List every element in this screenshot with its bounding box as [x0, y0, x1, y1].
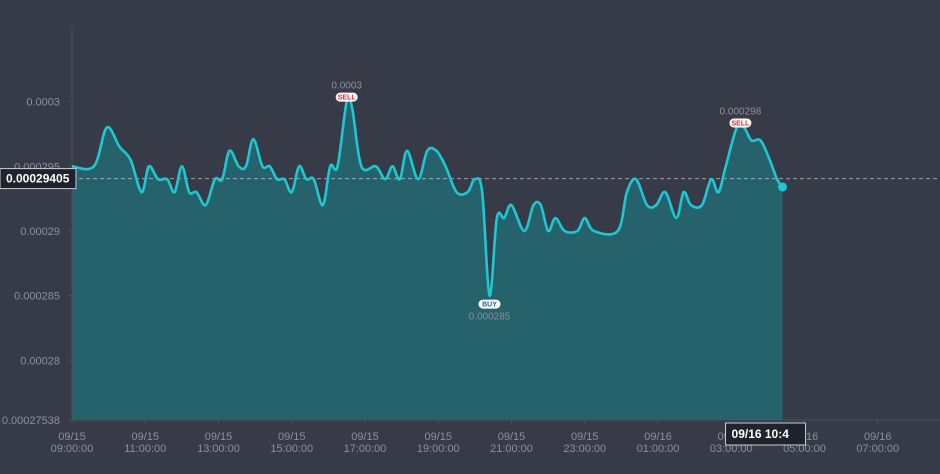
badge-label: SELL	[731, 121, 750, 128]
x-tick-time: 03:00:00	[710, 443, 753, 455]
series-line[interactable]	[71, 95, 784, 297]
x-tick-date: 09/15	[278, 431, 306, 443]
x-tick-time: 15:00:00	[270, 443, 313, 455]
x-tick-time: 13:00:00	[197, 443, 240, 455]
annotation-value: 0.000298	[720, 107, 762, 118]
last-point-marker[interactable]	[778, 182, 788, 192]
current-price-text: 0.00029405	[6, 172, 70, 186]
badge-label: SELL	[338, 95, 357, 102]
annotation-value: 0.000285	[469, 312, 511, 323]
y-tick-label: 0.00029	[20, 226, 60, 238]
x-tick-date: 09/15	[58, 431, 86, 443]
y-tick-label: 0.00028	[20, 355, 60, 367]
hover-time-text: 09/16 10:4	[732, 427, 790, 441]
x-tick-time: 21:00:00	[490, 443, 533, 455]
badge-label: BUY	[482, 302, 497, 309]
x-tick-date: 09/15	[131, 431, 159, 443]
x-tick-date: 09/15	[205, 431, 233, 443]
x-tick-date: 09/16	[644, 431, 672, 443]
x-tick-date: 09/15	[498, 431, 526, 443]
x-tick-time: 07:00:00	[856, 443, 899, 455]
badge-bg	[478, 299, 501, 309]
x-tick-time: 05:00:00	[783, 443, 826, 455]
x-tick-time: 19:00:00	[417, 443, 460, 455]
sell-marker[interactable]: SELL 0.000298	[720, 107, 762, 128]
x-tick-date: 09/15	[424, 431, 452, 443]
hover-time-label: 09/16 10:4	[725, 422, 807, 446]
x-tick-time: 17:00:00	[344, 443, 387, 455]
x-tick-time: 01:00:00	[637, 443, 680, 455]
x-tick-date: 09/16	[864, 431, 892, 443]
buy-marker[interactable]: BUY 0.000285	[469, 299, 511, 323]
badge-bg	[335, 92, 358, 102]
series-area	[72, 96, 783, 420]
x-tick-date: 09/15	[571, 431, 599, 443]
y-tick-label: 0.00027538	[2, 415, 60, 427]
badge-bg	[729, 118, 752, 128]
x-tick-date: 09/15	[351, 431, 379, 443]
y-tick-label: 0.000285	[14, 291, 60, 303]
x-tick-time: 23:00:00	[563, 443, 606, 455]
y-tick-label: 0.0003	[26, 97, 60, 109]
x-tick-time: 11:00:00	[124, 443, 166, 455]
annotation-value: 0.0003	[331, 81, 362, 92]
x-tick-time: 09:00:00	[51, 443, 94, 455]
current-price-label: 0.00029405	[0, 168, 77, 190]
sell-marker[interactable]: SELL 0.0003	[331, 81, 362, 102]
